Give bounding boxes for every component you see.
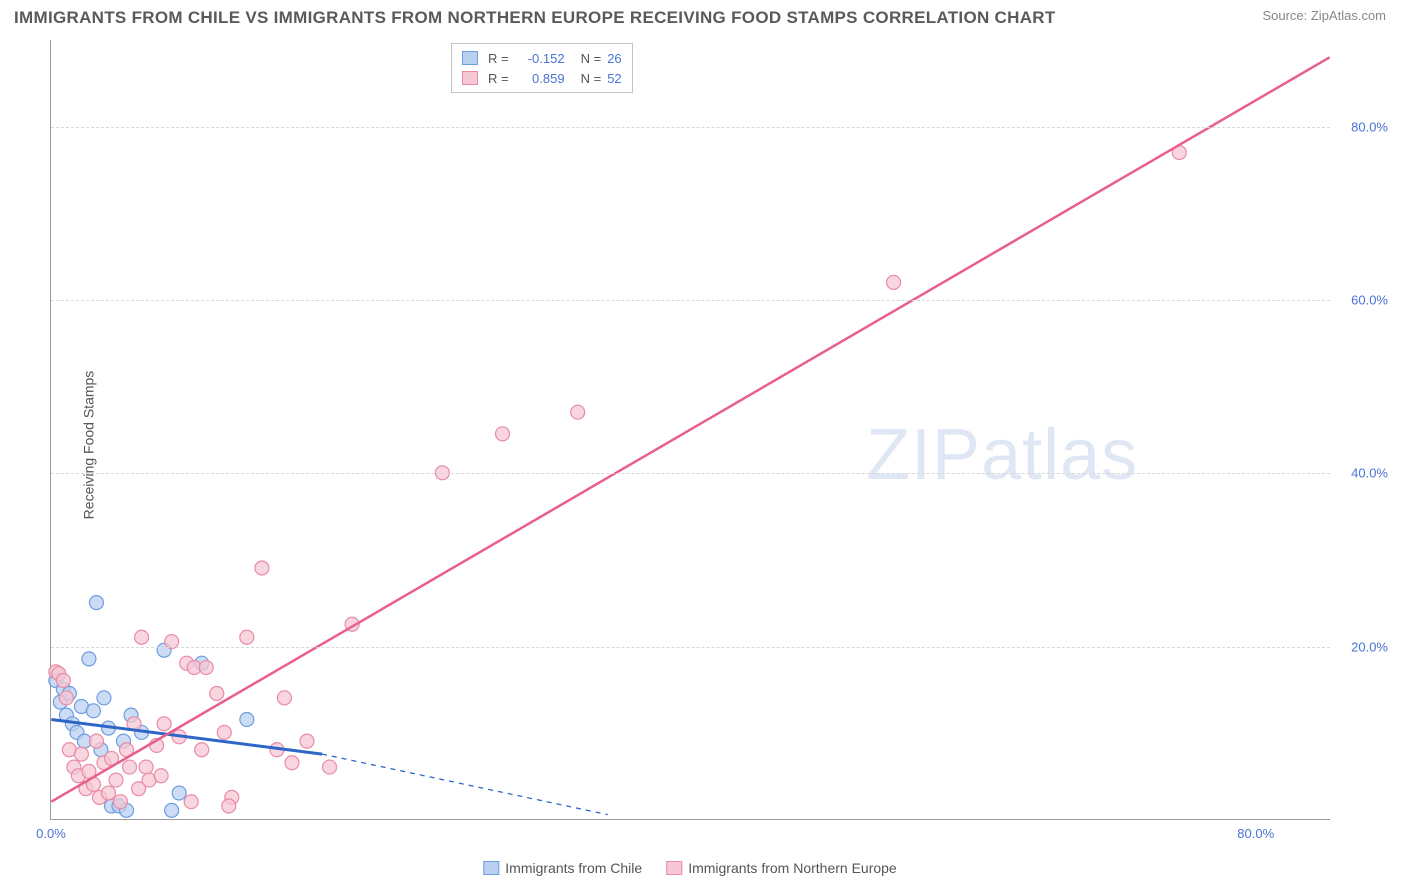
chart-area: Receiving Food Stamps ZIPatlas R =-0.152… — [50, 40, 1330, 850]
data-point — [323, 760, 337, 774]
data-point — [154, 769, 168, 783]
data-point — [217, 725, 231, 739]
gridline — [51, 647, 1330, 648]
r-label: R = — [488, 51, 509, 66]
r-label: R = — [488, 71, 509, 86]
data-point — [255, 561, 269, 575]
y-tick-label: 40.0% — [1351, 466, 1388, 481]
data-point — [184, 795, 198, 809]
y-tick-label: 20.0% — [1351, 639, 1388, 654]
data-point — [240, 630, 254, 644]
legend-swatch — [666, 861, 682, 875]
data-point — [222, 799, 236, 813]
series-legend: Immigrants from Chile Immigrants from Nor… — [483, 860, 896, 876]
data-point — [165, 803, 179, 817]
legend-row: R = 0.859 N = 52 — [462, 68, 622, 88]
x-tick-label: 80.0% — [1237, 826, 1274, 841]
data-point — [195, 743, 209, 757]
data-point — [300, 734, 314, 748]
data-point — [240, 712, 254, 726]
gridline — [51, 127, 1330, 128]
data-point — [496, 427, 510, 441]
gridline — [51, 473, 1330, 474]
data-point — [172, 786, 186, 800]
data-point — [135, 630, 149, 644]
data-point — [82, 652, 96, 666]
plot-svg — [51, 40, 1330, 819]
legend-row: R = -0.152 N = 26 — [462, 48, 622, 68]
data-point — [74, 747, 88, 761]
data-point — [89, 734, 103, 748]
n-value: 52 — [607, 71, 621, 86]
n-label: N = — [581, 71, 602, 86]
n-value: 26 — [607, 51, 621, 66]
legend-swatch — [483, 861, 499, 875]
x-tick-label: 0.0% — [36, 826, 66, 841]
data-point — [89, 596, 103, 610]
data-point — [199, 661, 213, 675]
legend-item: Immigrants from Chile — [483, 860, 642, 876]
trend-line — [322, 754, 608, 815]
gridline — [51, 300, 1330, 301]
data-point — [210, 687, 224, 701]
data-point — [114, 795, 128, 809]
data-point — [887, 275, 901, 289]
data-point — [101, 786, 115, 800]
data-point — [157, 717, 171, 731]
legend-item: Immigrants from Northern Europe — [666, 860, 897, 876]
data-point — [139, 760, 153, 774]
legend-swatch — [462, 71, 478, 85]
y-tick-label: 60.0% — [1351, 293, 1388, 308]
data-point — [277, 691, 291, 705]
source-label: Source: ZipAtlas.com — [1262, 8, 1386, 23]
trend-line — [51, 57, 1329, 801]
data-point — [86, 704, 100, 718]
legend-label: Immigrants from Chile — [505, 860, 642, 876]
data-point — [109, 773, 123, 787]
r-value: 0.859 — [515, 71, 565, 86]
correlation-legend: R = -0.152 N = 26 R = 0.859 N = 52 — [451, 43, 633, 93]
r-value: -0.152 — [515, 51, 565, 66]
n-label: N = — [581, 51, 602, 66]
y-tick-label: 80.0% — [1351, 119, 1388, 134]
plot-region: ZIPatlas R =-0.152N =26R =0.859N =52 20.… — [50, 40, 1330, 820]
data-point — [97, 691, 111, 705]
legend-label: Immigrants from Northern Europe — [688, 860, 897, 876]
chart-title: IMMIGRANTS FROM CHILE VS IMMIGRANTS FROM… — [14, 8, 1056, 28]
data-point — [123, 760, 137, 774]
data-point — [59, 691, 73, 705]
data-point — [571, 405, 585, 419]
data-point — [285, 756, 299, 770]
legend-swatch — [462, 51, 478, 65]
data-point — [56, 674, 70, 688]
